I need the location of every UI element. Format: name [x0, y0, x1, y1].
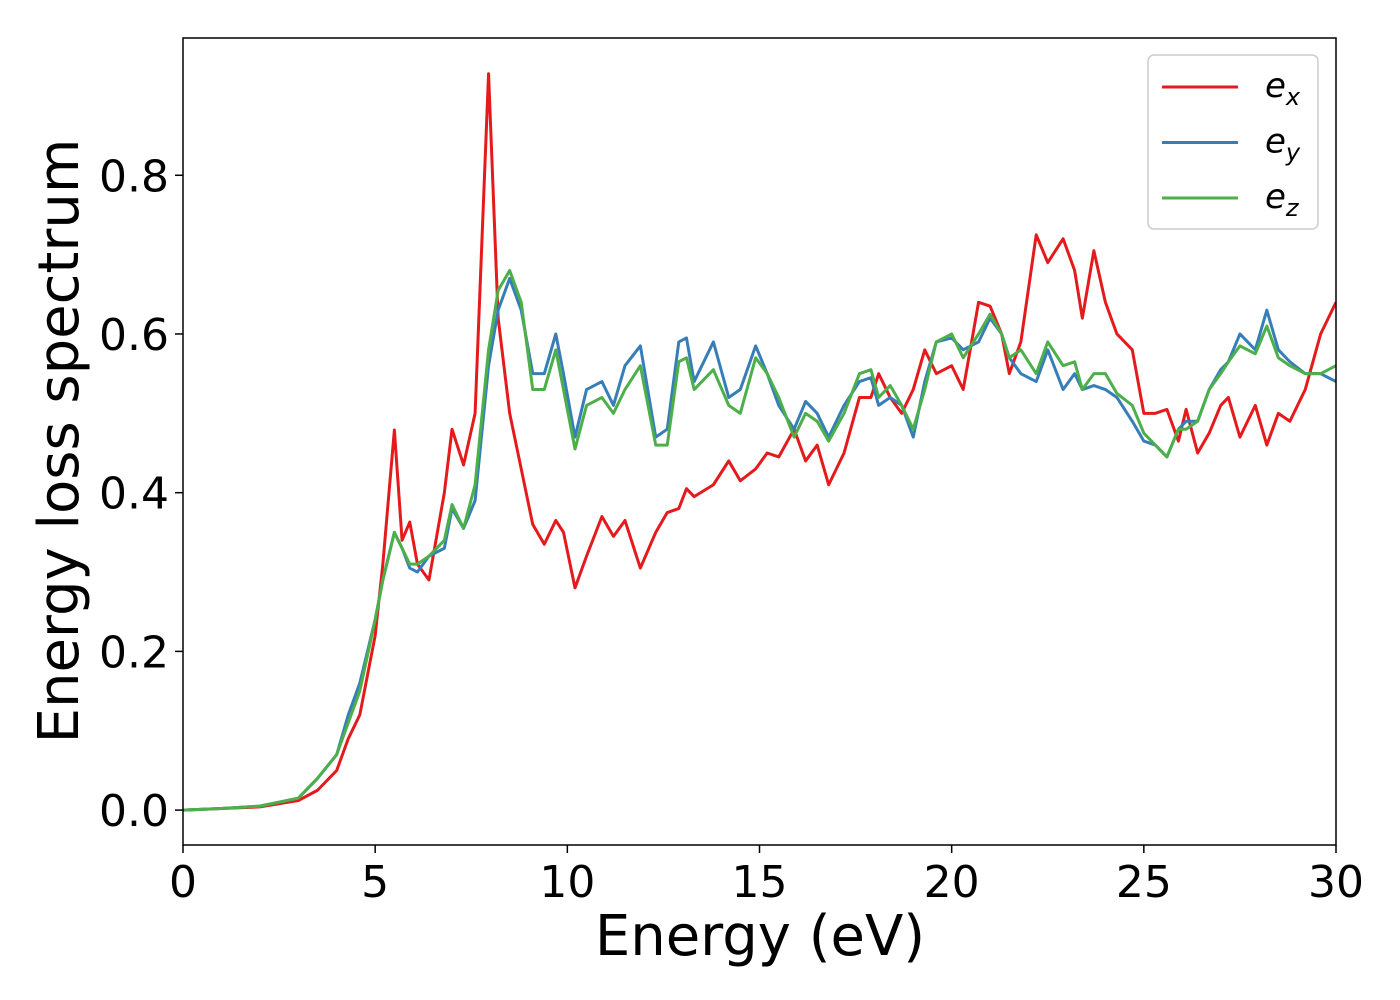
x-tick-label: 15: [732, 857, 788, 908]
y-tick-label: 0.2: [99, 627, 169, 678]
x-tick-label: 0: [169, 857, 197, 908]
y-tick-label: 0.6: [99, 310, 169, 361]
legend-label: ey: [1265, 122, 1301, 167]
plot-frame: [182, 37, 1337, 846]
x-tick-label: 5: [361, 857, 389, 908]
y-tick-label: 0.0: [99, 786, 169, 837]
y-tick-label: 0.8: [99, 151, 169, 202]
legend-label: ez: [1265, 177, 1300, 222]
series-line: [183, 269, 1336, 812]
legend-label: ex: [1265, 66, 1301, 111]
x-tick-label: 10: [539, 857, 595, 908]
series-line: [183, 276, 1336, 812]
x-tick-label: 20: [924, 857, 980, 908]
x-tick-label: 30: [1308, 857, 1364, 908]
x-tick-label: 25: [1116, 857, 1172, 908]
x-axis-label: Energy (eV): [595, 904, 925, 969]
y-tick-label: 0.4: [99, 469, 169, 520]
series-line: [183, 72, 1336, 812]
y-axis-label: Energy loss spectrum: [27, 139, 92, 744]
